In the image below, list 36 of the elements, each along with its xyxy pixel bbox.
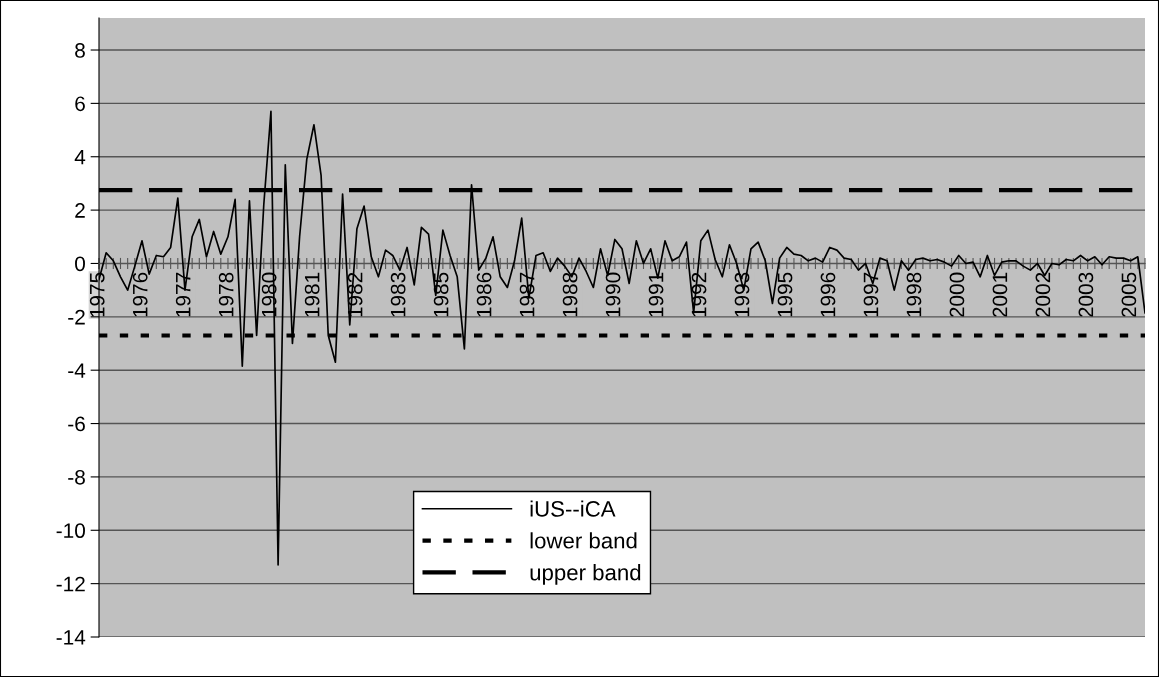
y-tick-label: -10 [56,523,85,539]
y-tick-label: 6 [75,96,85,112]
x-tick-label: 1978 [218,272,234,317]
x-tick-label: 2001 [992,272,1008,318]
legend-label: lower band [530,532,637,549]
x-tick-label: 2003 [1078,272,1094,318]
y-tick-label: 8 [75,43,85,58]
y-tick-label: 0 [75,256,85,272]
x-tick-label: 1990 [605,272,621,317]
y-tick-label: -2 [68,309,85,325]
y-tick-label: -8 [68,469,85,485]
y-tick-label: -14 [56,630,86,645]
x-tick-label: 1975 [89,272,105,317]
x-tick-label: 1976 [132,272,148,317]
x-tick-label: 2002 [1035,272,1051,318]
y-tick-label: -4 [68,363,86,378]
x-tick-label: 1983 [390,272,406,317]
x-tick-label: 1981 [304,272,320,317]
legend-label: upper band [530,564,641,585]
x-tick-label: 2005 [1121,272,1137,318]
x-tick-label: 1996 [820,272,836,317]
x-tick-label: 2000 [949,272,965,318]
y-tick-label: -12 [56,576,85,592]
legend-label: iUS--iCA [530,500,616,517]
x-tick-label: 1986 [476,272,492,317]
y-tick-label: 2 [75,203,85,218]
x-tick-label: 1980 [261,272,277,317]
x-tick-label: 1977 [175,272,191,317]
x-tick-label: 1995 [777,272,793,317]
x-tick-label: 1997 [863,272,879,317]
x-tick-label: 1998 [906,272,922,317]
x-tick-label: 1985 [433,272,449,317]
y-tick-label: 4 [74,149,86,165]
y-tick-label: -6 [68,416,85,432]
x-tick-label: 1991 [648,272,664,317]
x-tick-label: 1988 [562,272,578,317]
